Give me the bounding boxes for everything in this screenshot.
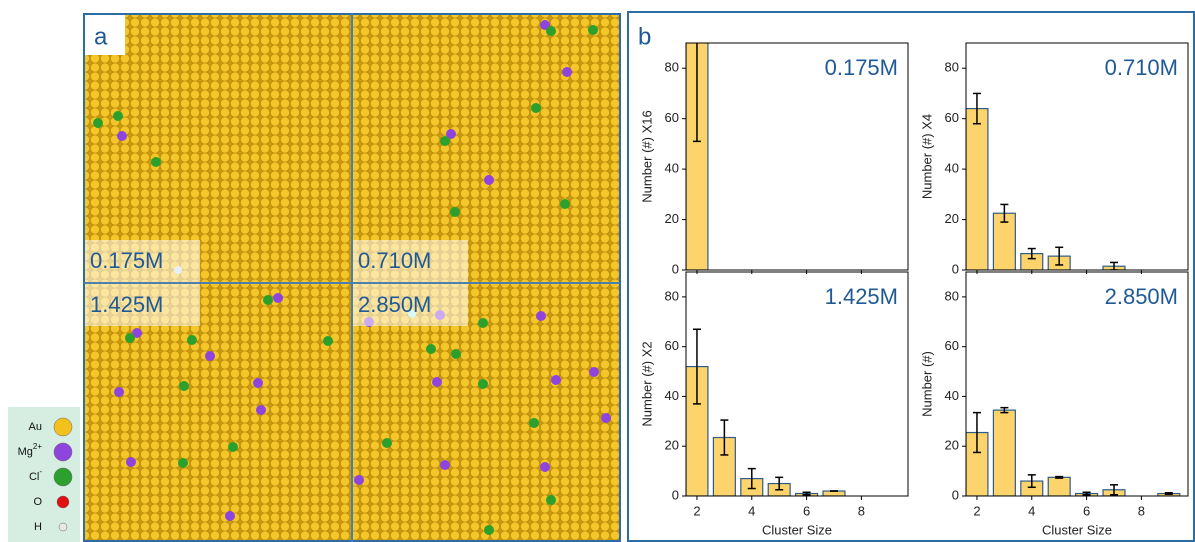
y-axis-label: Number (#) X4	[919, 114, 934, 199]
legend-text: Mg	[18, 446, 33, 458]
x-axis-label: Cluster Size	[762, 522, 832, 537]
y-tick-label: 20	[945, 438, 959, 453]
y-tick-label: 0	[952, 487, 959, 502]
y-tick-label: 80	[665, 288, 679, 303]
y-tick-label: 0	[672, 487, 679, 502]
legend-swatch	[57, 496, 69, 508]
y-tick-label: 0	[672, 261, 679, 276]
bar	[1048, 477, 1070, 496]
legend-label: O	[33, 496, 42, 508]
y-tick-label: 60	[665, 110, 679, 125]
y-tick-label: 40	[665, 388, 679, 403]
legend-text: Cl	[29, 471, 39, 483]
bar	[993, 410, 1015, 496]
y-tick-label: 40	[945, 388, 959, 403]
bar-chart: 0 20 40 60 80 2 4 6 8 1.425M Number (#) X2 Cluster …	[639, 272, 908, 537]
x-tick-label: 2	[973, 503, 980, 518]
snapshot-label: 0.710M	[358, 248, 431, 273]
y-tick-label: 80	[945, 288, 959, 303]
legend-text: O	[33, 496, 42, 508]
y-tick-label: 60	[945, 110, 959, 125]
x-tick-label: 4	[1028, 503, 1035, 518]
snapshot-label: 1.425M	[90, 292, 163, 317]
y-tick-label: 40	[945, 161, 959, 176]
legend-label: H	[34, 521, 42, 533]
panel-label: a	[94, 23, 108, 50]
bar-chart: 0 20 40 60 80 2 4 6 8 2.850M Number (#) Cluster Siz…	[919, 272, 1188, 537]
legend-swatch	[54, 418, 72, 436]
bar-chart: 0 20 40 60 80 0.175M Number (#) X16	[639, 0, 908, 276]
legend-swatch	[54, 468, 72, 486]
y-tick-label: 20	[665, 438, 679, 453]
x-tick-label: 6	[1083, 503, 1090, 518]
x-tick-label: 6	[803, 503, 810, 518]
legend-text: H	[34, 521, 42, 533]
x-axis-label: Cluster Size	[1042, 522, 1112, 537]
snapshot-label: 0.175M	[90, 248, 163, 273]
annotation: 1.425M	[825, 284, 898, 309]
y-tick-label: 0	[952, 261, 959, 276]
bar-chart: 0 20 40 60 80 0.710M Number (#) X4	[919, 43, 1188, 276]
y-tick-label: 60	[945, 338, 959, 353]
y-tick-label: 80	[945, 60, 959, 75]
legend-sup: 2+	[33, 442, 42, 451]
y-axis-label: Number (#) X2	[639, 341, 654, 426]
legend-label: Au	[29, 421, 42, 433]
y-tick-label: 20	[945, 211, 959, 226]
x-tick-label: 2	[693, 503, 700, 518]
legend-sup: -	[39, 467, 42, 476]
snapshot-label: 2.850M	[358, 292, 431, 317]
annotation: 0.175M	[825, 55, 898, 80]
annotation: 2.850M	[1105, 284, 1178, 309]
figure: a 0.175M 0.710M 1.425M 2.850M Au Mg2+ Cl- O H b…	[0, 0, 1195, 542]
x-tick-label: 4	[748, 503, 755, 518]
y-tick-label: 20	[665, 211, 679, 226]
y-axis-label: Number (#)	[919, 351, 934, 417]
legend-swatch	[54, 443, 72, 461]
plot-area	[686, 329, 845, 496]
plot-area	[966, 93, 1125, 270]
legend-text: Au	[29, 421, 42, 433]
bar	[966, 109, 988, 270]
y-axis-label: Number (#) X16	[639, 110, 654, 202]
legend-swatch	[59, 523, 67, 531]
panel-label: b	[638, 23, 651, 50]
y-tick-label: 60	[665, 338, 679, 353]
annotation: 0.710M	[1105, 55, 1178, 80]
plot-area	[686, 0, 708, 270]
plot-area	[966, 408, 1180, 496]
x-tick-label: 8	[1138, 503, 1145, 518]
y-tick-label: 80	[665, 60, 679, 75]
y-tick-label: 40	[665, 161, 679, 176]
x-tick-label: 8	[858, 503, 865, 518]
